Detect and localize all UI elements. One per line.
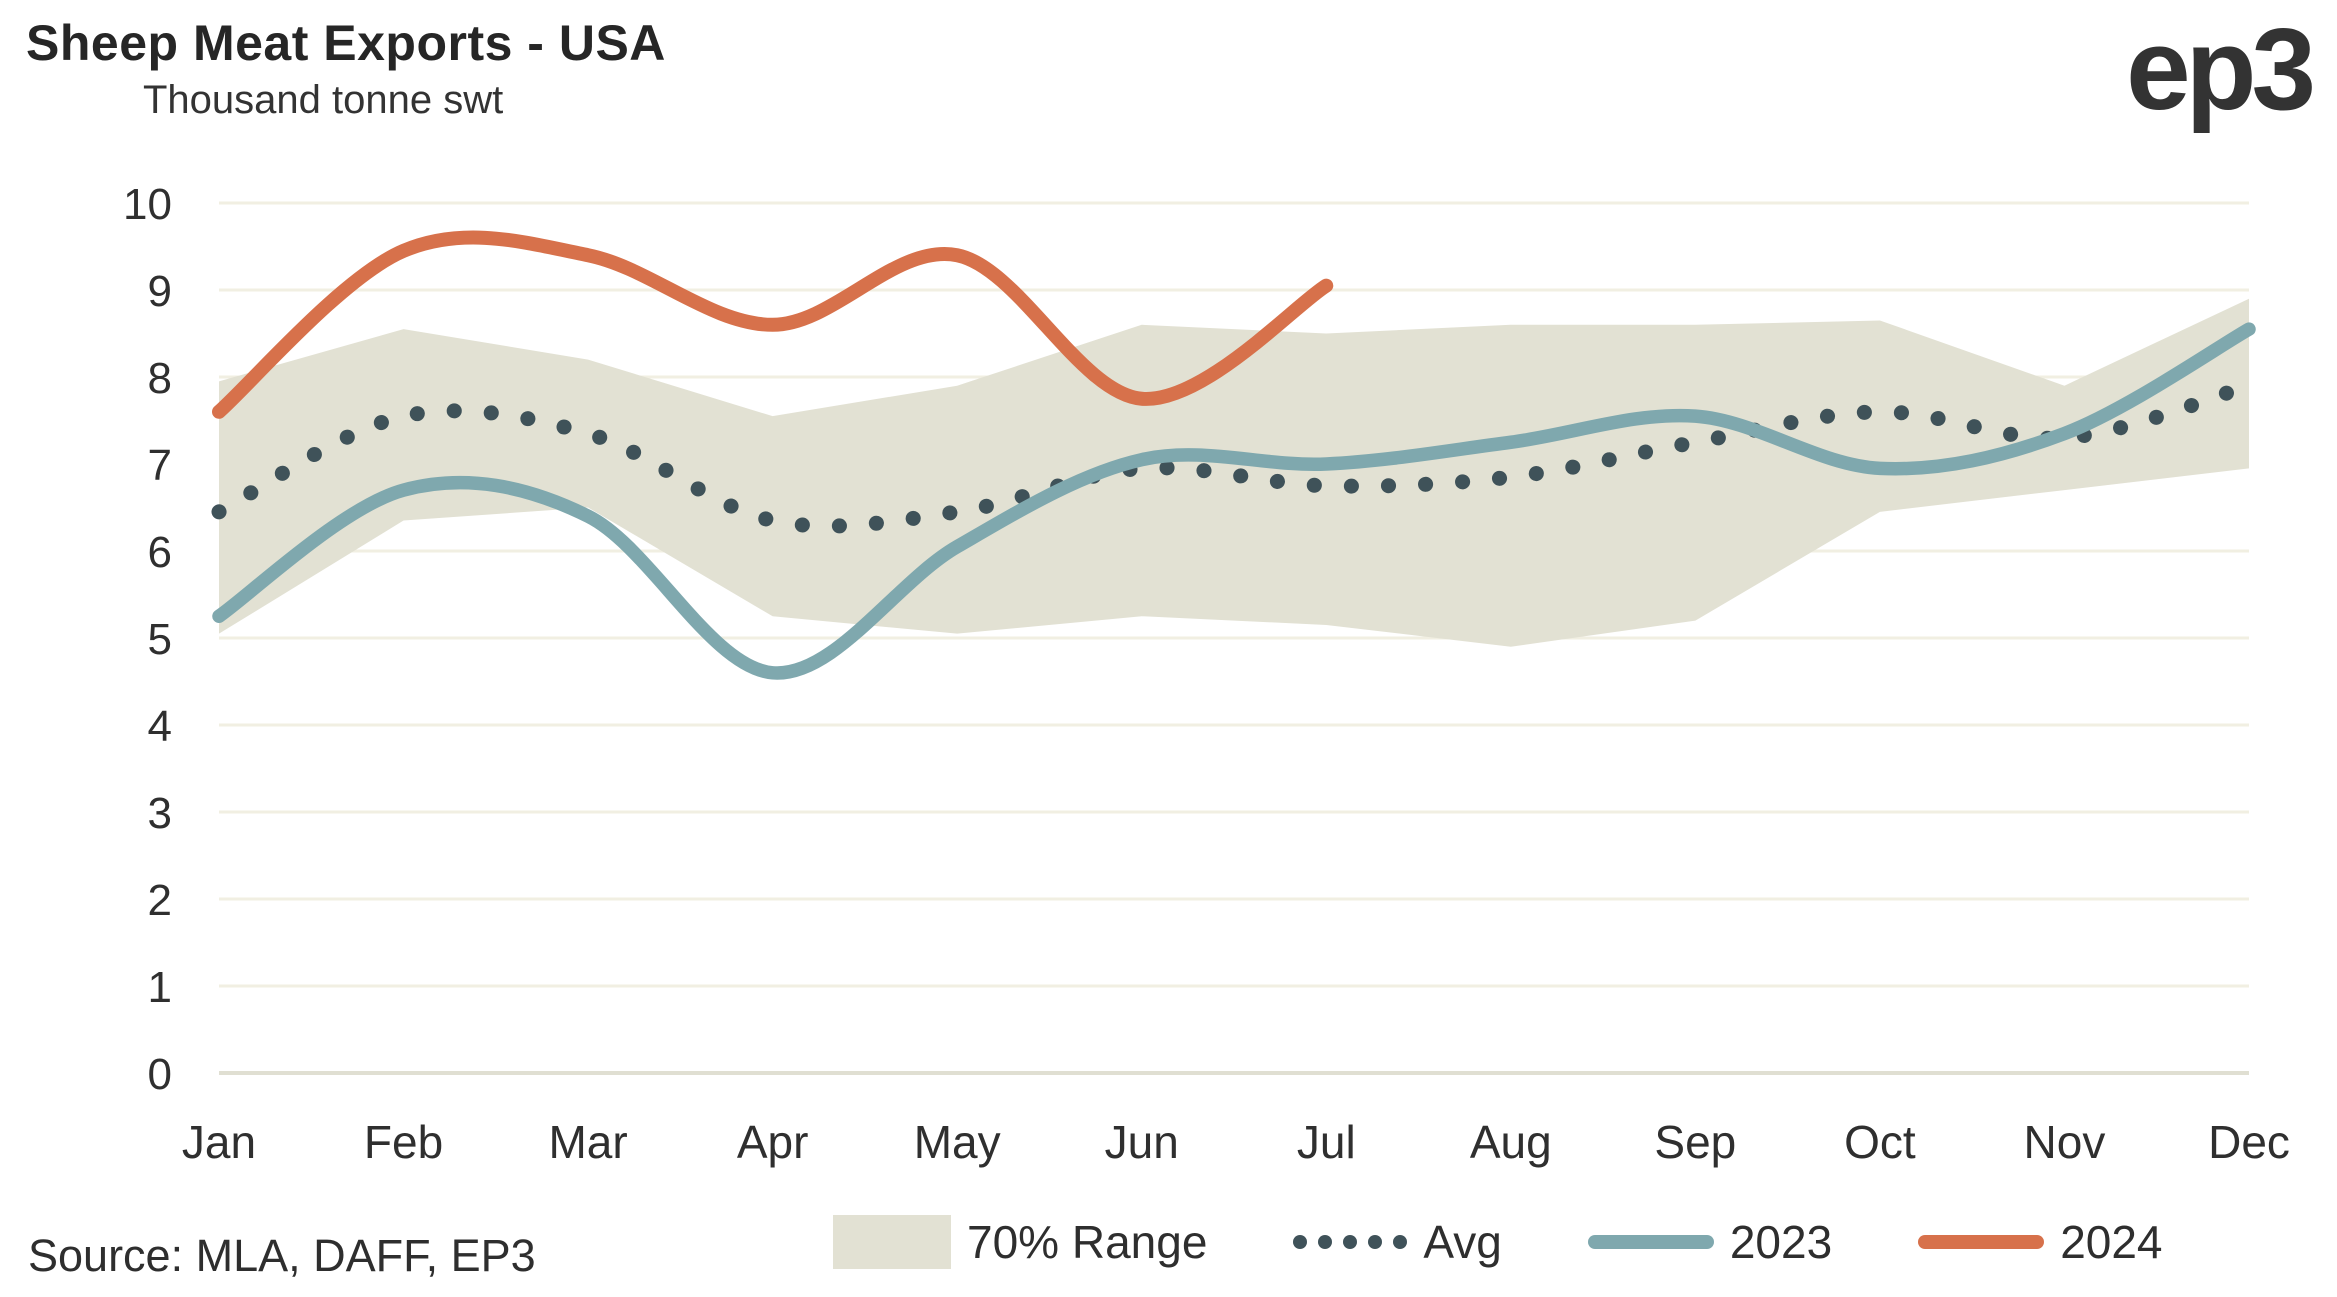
x-tick-label-aug: Aug <box>1470 1116 1552 1168</box>
x-tick-label-apr: Apr <box>737 1116 809 1168</box>
y-tick-label-5: 5 <box>148 615 172 664</box>
legend-label-avg: Avg <box>1423 1216 1502 1268</box>
x-tick-label-jan: Jan <box>182 1116 256 1168</box>
page-title: Sheep Meat Exports - USA <box>26 15 666 71</box>
line-2024 <box>212 230 1334 419</box>
y-axis-unit-label: Thousand tonne swt <box>143 78 504 122</box>
legend-label-2024: 2024 <box>2060 1216 2163 1268</box>
legend-item-range: 70% Range <box>833 1215 1207 1269</box>
ep3-logo: ep3 <box>2126 4 2316 134</box>
legend-item-2023: 2023 <box>1587 1215 1833 1269</box>
avg-dotted-line-icon <box>1293 1235 1408 1249</box>
y-tick-label-7: 7 <box>148 441 172 490</box>
y-tick-label-2: 2 <box>148 876 172 925</box>
chart-legend: 70% Range Avg 2023 2024 <box>833 1206 2163 1278</box>
legend-label-range: 70% Range <box>967 1216 1208 1268</box>
x-tick-label-mar: Mar <box>548 1116 627 1168</box>
x-tick-label-jul: Jul <box>1297 1116 1356 1168</box>
y-tick-label-6: 6 <box>148 528 172 577</box>
x-tick-label-dec: Dec <box>2208 1116 2290 1168</box>
y-tick-label-4: 4 <box>148 702 172 751</box>
source-note: Source: MLA, DAFF, EP3 <box>28 1230 536 1281</box>
line-2023 <box>212 322 2256 680</box>
line-2023-icon <box>1587 1235 1714 1249</box>
legend-label-2023: 2023 <box>1729 1216 1833 1268</box>
y-tick-label-3: 3 <box>148 789 172 838</box>
x-tick-label-nov: Nov <box>2024 1116 2106 1168</box>
range-band-swatch <box>833 1215 951 1269</box>
y-tick-label-8: 8 <box>148 354 172 403</box>
x-tick-label-feb: Feb <box>364 1116 443 1168</box>
x-tick-label-oct: Oct <box>1844 1116 1916 1168</box>
x-tick-label-sep: Sep <box>1654 1116 1736 1168</box>
y-tick-label-0: 0 <box>148 1050 172 1099</box>
y-tick-label-10: 10 <box>123 180 172 229</box>
y-tick-label-9: 9 <box>148 267 172 316</box>
line-avg <box>211 378 2257 534</box>
legend-item-avg: Avg <box>1293 1215 1502 1269</box>
x-tick-label-may: May <box>914 1116 1001 1168</box>
line-2024-icon <box>1918 1235 2045 1249</box>
y-tick-label-1: 1 <box>148 963 172 1012</box>
x-tick-label-jun: Jun <box>1105 1116 1179 1168</box>
legend-item-2024: 2024 <box>1918 1215 2163 1269</box>
